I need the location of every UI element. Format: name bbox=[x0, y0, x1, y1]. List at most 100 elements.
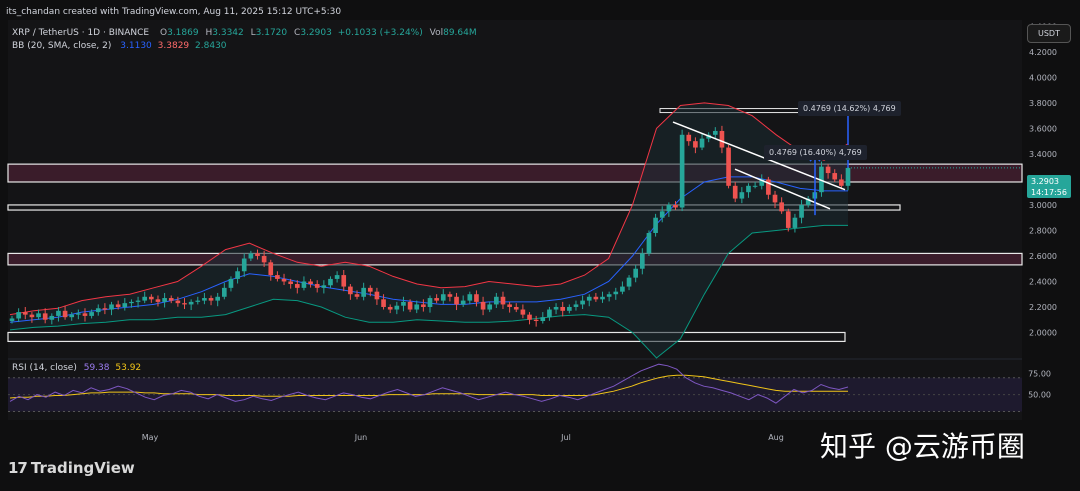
currency-label: USDT bbox=[1038, 29, 1060, 38]
candle-body bbox=[600, 296, 605, 300]
candle-body bbox=[673, 204, 678, 208]
horizontal-zone bbox=[7, 204, 901, 211]
measure-lower-text: 0.4769 (16.40%) 4,769 bbox=[769, 148, 862, 157]
rsi-label[interactable]: RSI (14, close) bbox=[12, 363, 77, 373]
candle-body bbox=[679, 134, 685, 208]
candle-body bbox=[275, 275, 280, 279]
candle-body bbox=[547, 309, 552, 318]
candle-body bbox=[421, 304, 426, 307]
horizontal-zone bbox=[7, 163, 1023, 183]
h-label: H bbox=[205, 28, 213, 38]
candle-body bbox=[294, 284, 300, 288]
x-tick-label: Aug bbox=[768, 433, 784, 442]
candle-body bbox=[361, 287, 366, 297]
candle-body bbox=[22, 312, 28, 315]
candle-body bbox=[434, 298, 439, 301]
high-value: 3.3342 bbox=[212, 28, 244, 38]
tradingview-logo[interactable]: 17 TradingView bbox=[8, 459, 135, 477]
candle-body bbox=[129, 301, 134, 304]
candle-body bbox=[573, 304, 579, 307]
candle-body bbox=[819, 166, 824, 193]
candle-body bbox=[520, 309, 526, 315]
candle-body bbox=[394, 305, 400, 310]
candle-body bbox=[374, 291, 380, 300]
bb-lower-line bbox=[9, 224, 848, 359]
candle-body bbox=[507, 304, 512, 307]
y-tick-label: 3.8000 bbox=[1029, 99, 1057, 108]
measure-upper-text: 0.4769 (14.62%) 4,769 bbox=[803, 104, 896, 113]
candle-body bbox=[202, 298, 207, 301]
candle-body bbox=[261, 255, 267, 263]
candle-body bbox=[633, 268, 639, 278]
symbol-label[interactable]: XRP / TetherUS · 1D · BINANCE bbox=[12, 28, 150, 38]
candle-body bbox=[460, 300, 466, 305]
candle-body bbox=[620, 286, 625, 292]
candle-body bbox=[381, 299, 386, 307]
candle-body bbox=[82, 313, 88, 316]
bar-countdown: 14:17:56 bbox=[1031, 188, 1067, 197]
y-tick-label: 4.2000 bbox=[1029, 48, 1057, 57]
candle-body bbox=[115, 304, 121, 307]
candle-body bbox=[746, 185, 751, 193]
candle-body bbox=[122, 303, 128, 307]
ohlc-line: XRP / TetherUS · 1D · BINANCE O3.1869 H3… bbox=[12, 28, 477, 38]
vol-label: Vol bbox=[429, 28, 444, 38]
candle-body bbox=[427, 298, 433, 307]
bb-lower-value: 2.8430 bbox=[195, 41, 227, 51]
candle-body bbox=[779, 202, 784, 212]
trendline-upper bbox=[672, 121, 846, 191]
candle-body bbox=[792, 217, 798, 228]
candle-body bbox=[208, 298, 214, 301]
candle-body bbox=[467, 294, 473, 301]
candle-body bbox=[659, 211, 665, 218]
bb-label[interactable]: BB (20, SMA, close, 2) bbox=[12, 41, 112, 51]
candle-body bbox=[719, 130, 725, 148]
candle-body bbox=[766, 179, 771, 195]
candle-body bbox=[334, 275, 340, 279]
candle-body bbox=[16, 312, 21, 319]
candle-body bbox=[348, 286, 353, 295]
candle-body bbox=[533, 319, 539, 322]
candle-body bbox=[799, 204, 804, 218]
candle-body bbox=[726, 147, 731, 186]
candle-body bbox=[454, 296, 459, 305]
y-tick-label: 3.0000 bbox=[1029, 201, 1057, 210]
candle-body bbox=[341, 275, 347, 287]
candle-body bbox=[825, 166, 831, 174]
candle-body bbox=[281, 278, 287, 282]
candle-body bbox=[228, 278, 234, 288]
tv-icon: 17 bbox=[8, 459, 28, 477]
candle-body bbox=[162, 298, 167, 302]
candle-body bbox=[480, 301, 486, 310]
currency-button[interactable]: USDT bbox=[1027, 24, 1071, 43]
creator-line: its_chandan created with TradingView.com… bbox=[6, 7, 342, 17]
candle-body bbox=[49, 315, 55, 320]
x-tick-label: Jul bbox=[560, 433, 571, 442]
candle-body bbox=[89, 312, 94, 316]
candle-body bbox=[248, 253, 254, 259]
candle-body bbox=[839, 179, 844, 186]
candle-body bbox=[36, 313, 41, 318]
o-label: O bbox=[160, 28, 168, 38]
change-value: +0.1033 (+3.24%) bbox=[337, 28, 423, 38]
candle-body bbox=[29, 314, 35, 318]
measure-label-lower: 0.4769 (16.40%) 4,769 bbox=[764, 145, 867, 160]
candle-body bbox=[135, 300, 141, 302]
candle-body bbox=[805, 198, 811, 205]
candle-body bbox=[407, 301, 413, 310]
measure-label-upper: 0.4769 (14.62%) 4,769 bbox=[798, 101, 901, 116]
close-value: 3.2903 bbox=[300, 28, 332, 38]
x-tick-label: May bbox=[142, 433, 159, 442]
candle-body bbox=[301, 281, 307, 288]
candle-body bbox=[447, 294, 453, 297]
candle-body bbox=[553, 306, 559, 310]
x-tick-label: Jun bbox=[354, 433, 368, 442]
candle-body bbox=[235, 271, 240, 279]
last-price-tag: 3.2903 14:17:56 bbox=[1027, 175, 1071, 198]
candle-body bbox=[321, 285, 327, 288]
y-tick-label: 3.6000 bbox=[1029, 124, 1057, 133]
candle-body bbox=[474, 294, 479, 302]
candle-body bbox=[712, 130, 718, 135]
